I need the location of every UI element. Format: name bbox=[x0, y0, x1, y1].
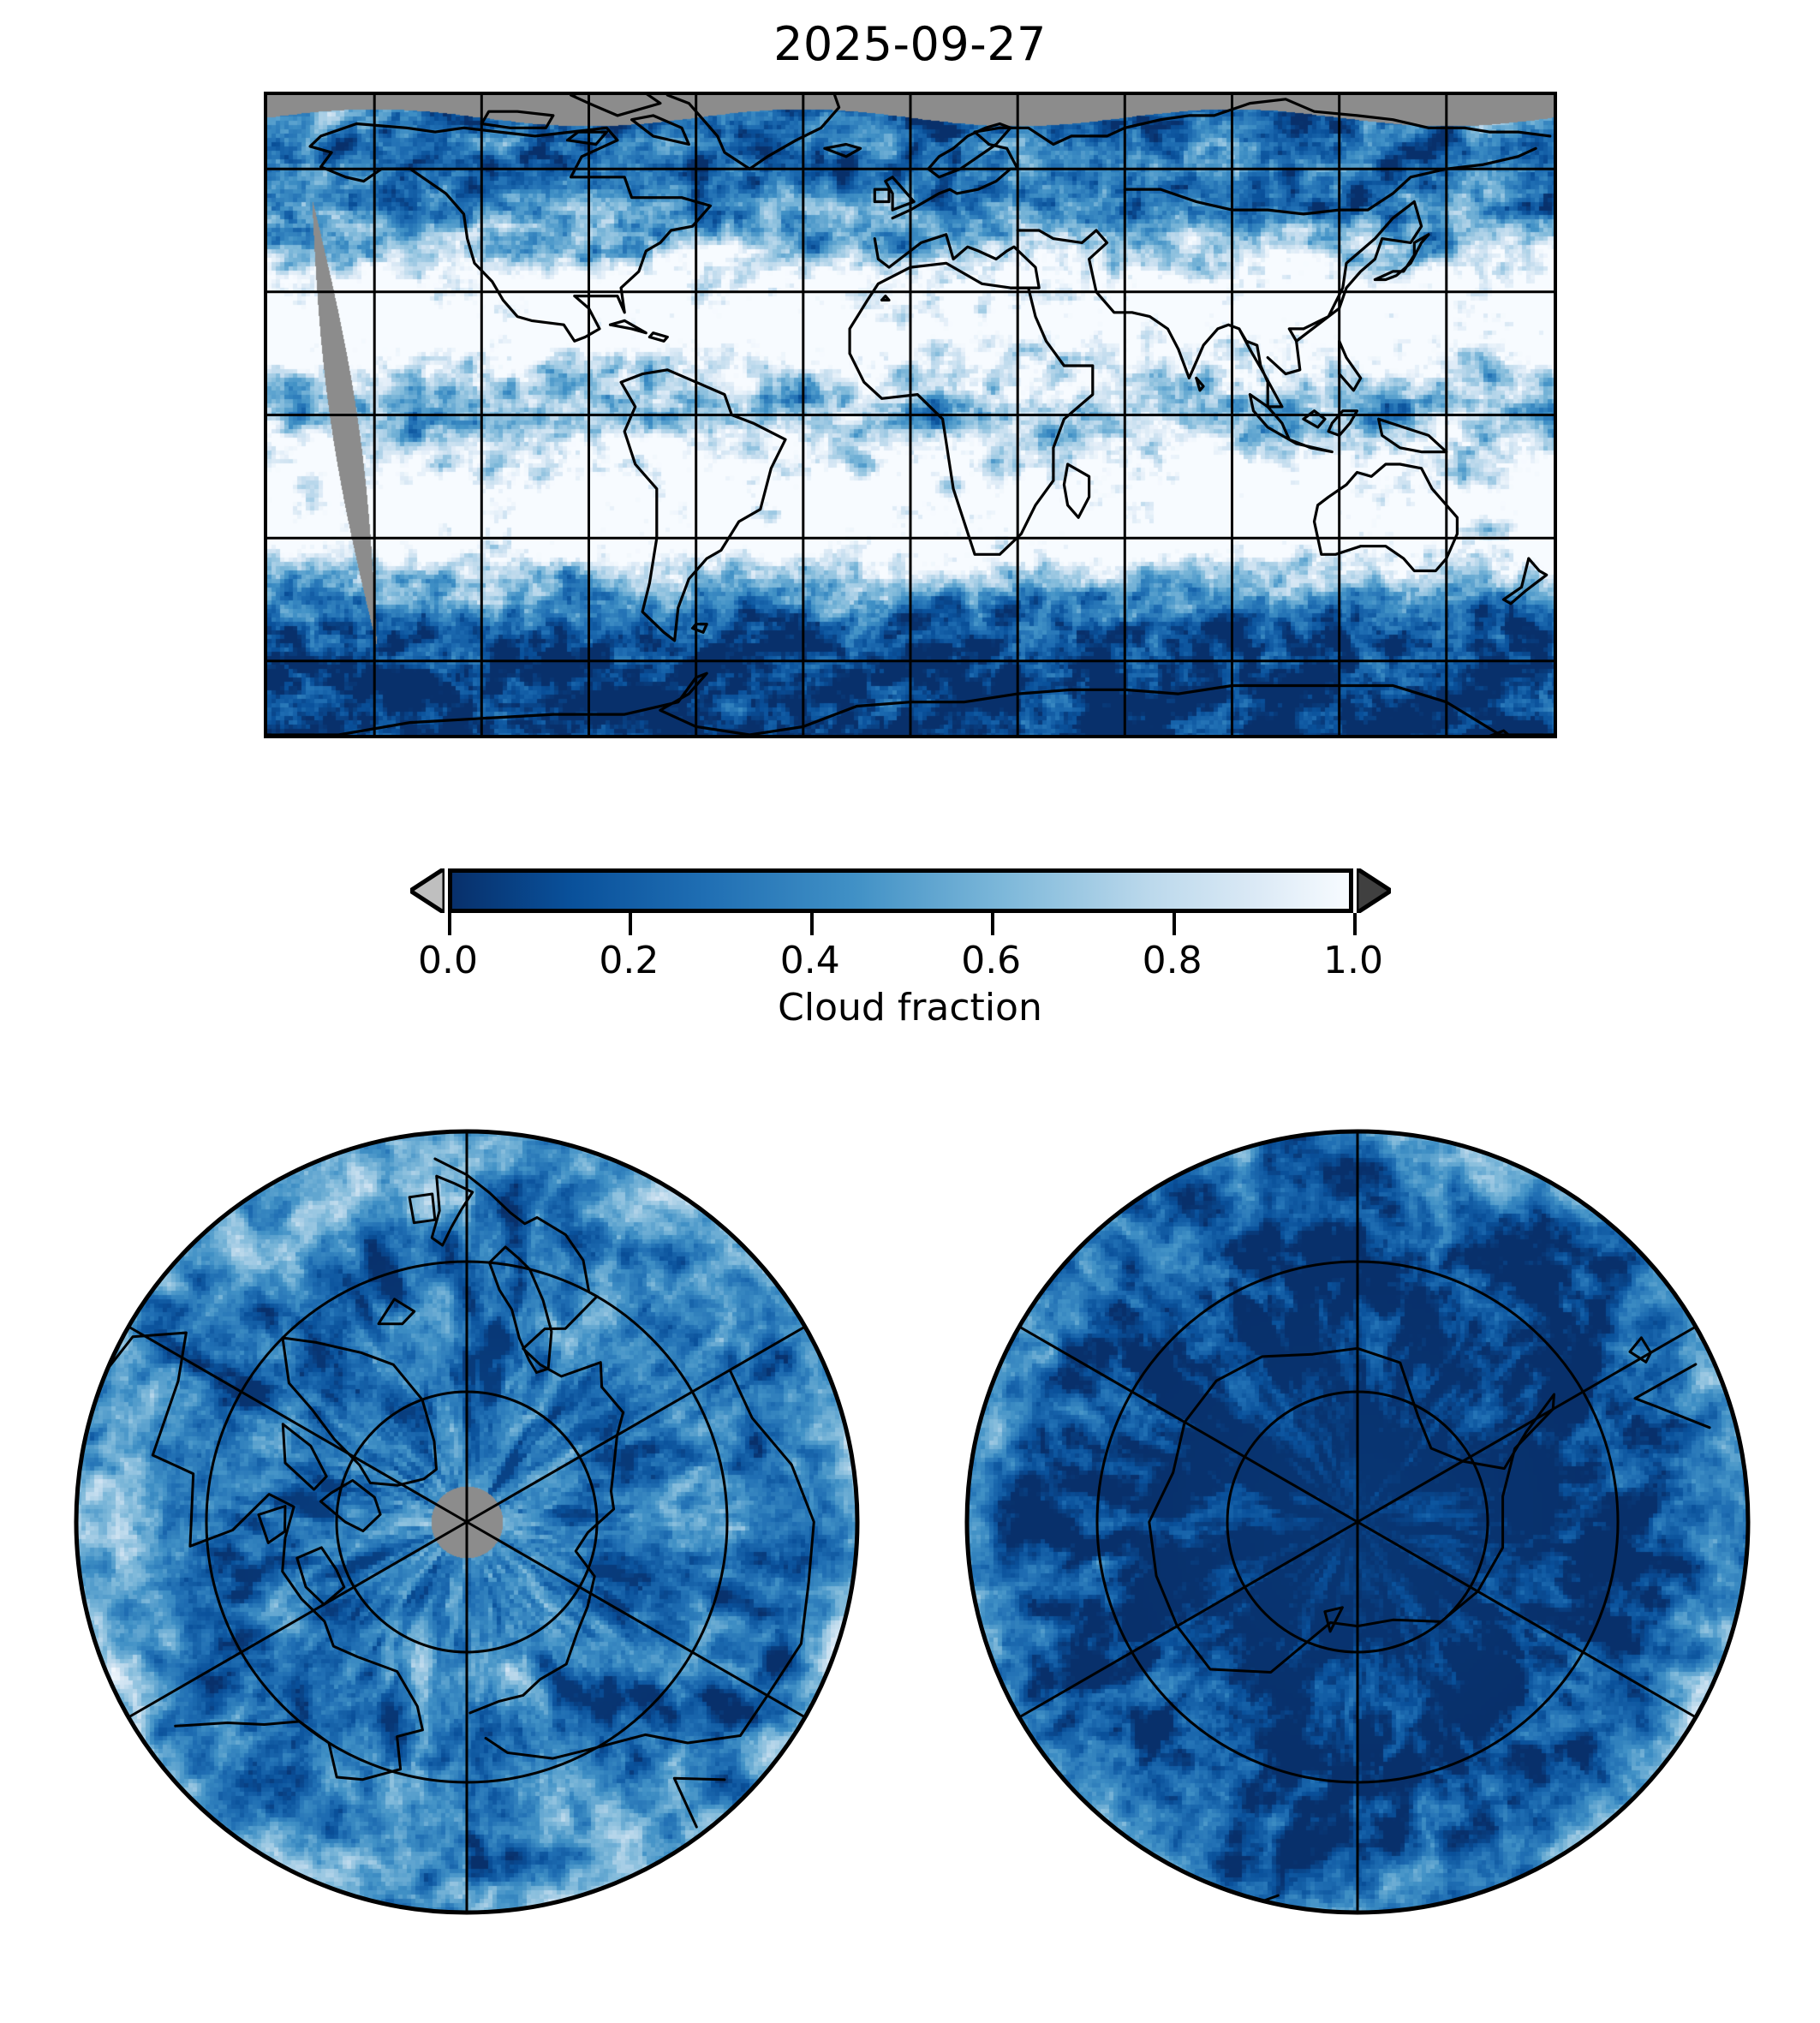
colorbar-label: Cloud fraction bbox=[778, 986, 1042, 1029]
arctic-polar-overlay bbox=[74, 1129, 860, 1915]
colorbar-tick-label: 0.8 bbox=[1142, 939, 1202, 982]
colorbar-tick bbox=[1353, 913, 1357, 935]
colorbar-tick-label: 0.4 bbox=[779, 939, 840, 982]
colorbar-tick-label: 1.0 bbox=[1323, 939, 1383, 982]
colorbar-track[interactable] bbox=[410, 868, 1391, 913]
colorbar-tick-axis: 0.0 0.2 0.4 0.6 0.8 1.0 bbox=[418, 913, 1383, 990]
colorbar[interactable]: 0.0 0.2 0.4 0.6 0.8 1.0 bbox=[0, 856, 1820, 1028]
colorbar-over-arrow bbox=[1357, 868, 1391, 913]
colorbar-gradient bbox=[448, 868, 1353, 913]
colorbar-under-arrow bbox=[410, 868, 445, 913]
colorbar-tick bbox=[1172, 913, 1176, 935]
colorbar-tick bbox=[809, 913, 814, 935]
colorbar-tick-label: 0.0 bbox=[418, 939, 478, 982]
colorbar-tick bbox=[448, 913, 451, 935]
colorbar-tick-label: 0.6 bbox=[961, 939, 1022, 982]
colorbar-tick bbox=[629, 913, 633, 935]
page-title: 2025-09-27 bbox=[773, 17, 1047, 71]
global-map-overlay bbox=[267, 95, 1554, 735]
antarctic-polar-overlay bbox=[964, 1129, 1751, 1915]
antarctic-polar-map[interactable] bbox=[964, 1128, 1751, 1916]
global-cloud-map[interactable] bbox=[264, 92, 1557, 738]
colorbar-tick-label: 0.2 bbox=[599, 939, 659, 982]
arctic-polar-map[interactable] bbox=[73, 1128, 861, 1916]
colorbar-tick bbox=[991, 913, 995, 935]
